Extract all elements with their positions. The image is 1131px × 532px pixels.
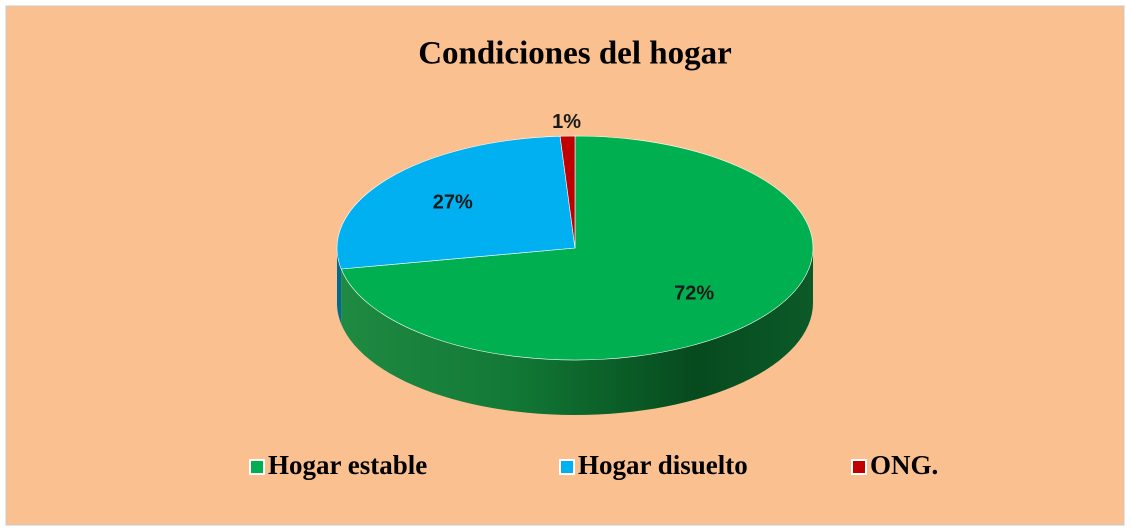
slice [336, 135, 576, 270]
legend-swatch [559, 459, 575, 475]
data-label: 27% [433, 192, 473, 214]
slice [340, 135, 814, 361]
legend-label: Hogar estable [268, 450, 427, 480]
legend-swatch [851, 459, 867, 475]
chart-title: Condiciones del hogar [418, 36, 732, 72]
legend-label: Hogar disuelto [578, 450, 748, 480]
data-label: 1% [552, 111, 581, 133]
legend: Hogar estable Hogar disuelto ONG. [249, 450, 938, 480]
slice [559, 135, 576, 249]
legend-swatch [249, 459, 265, 475]
pie: 72% 27% 1% [336, 111, 814, 415]
slice-side [341, 248, 813, 415]
data-label: 72% [674, 283, 714, 305]
legend-label: ONG. [870, 450, 938, 480]
